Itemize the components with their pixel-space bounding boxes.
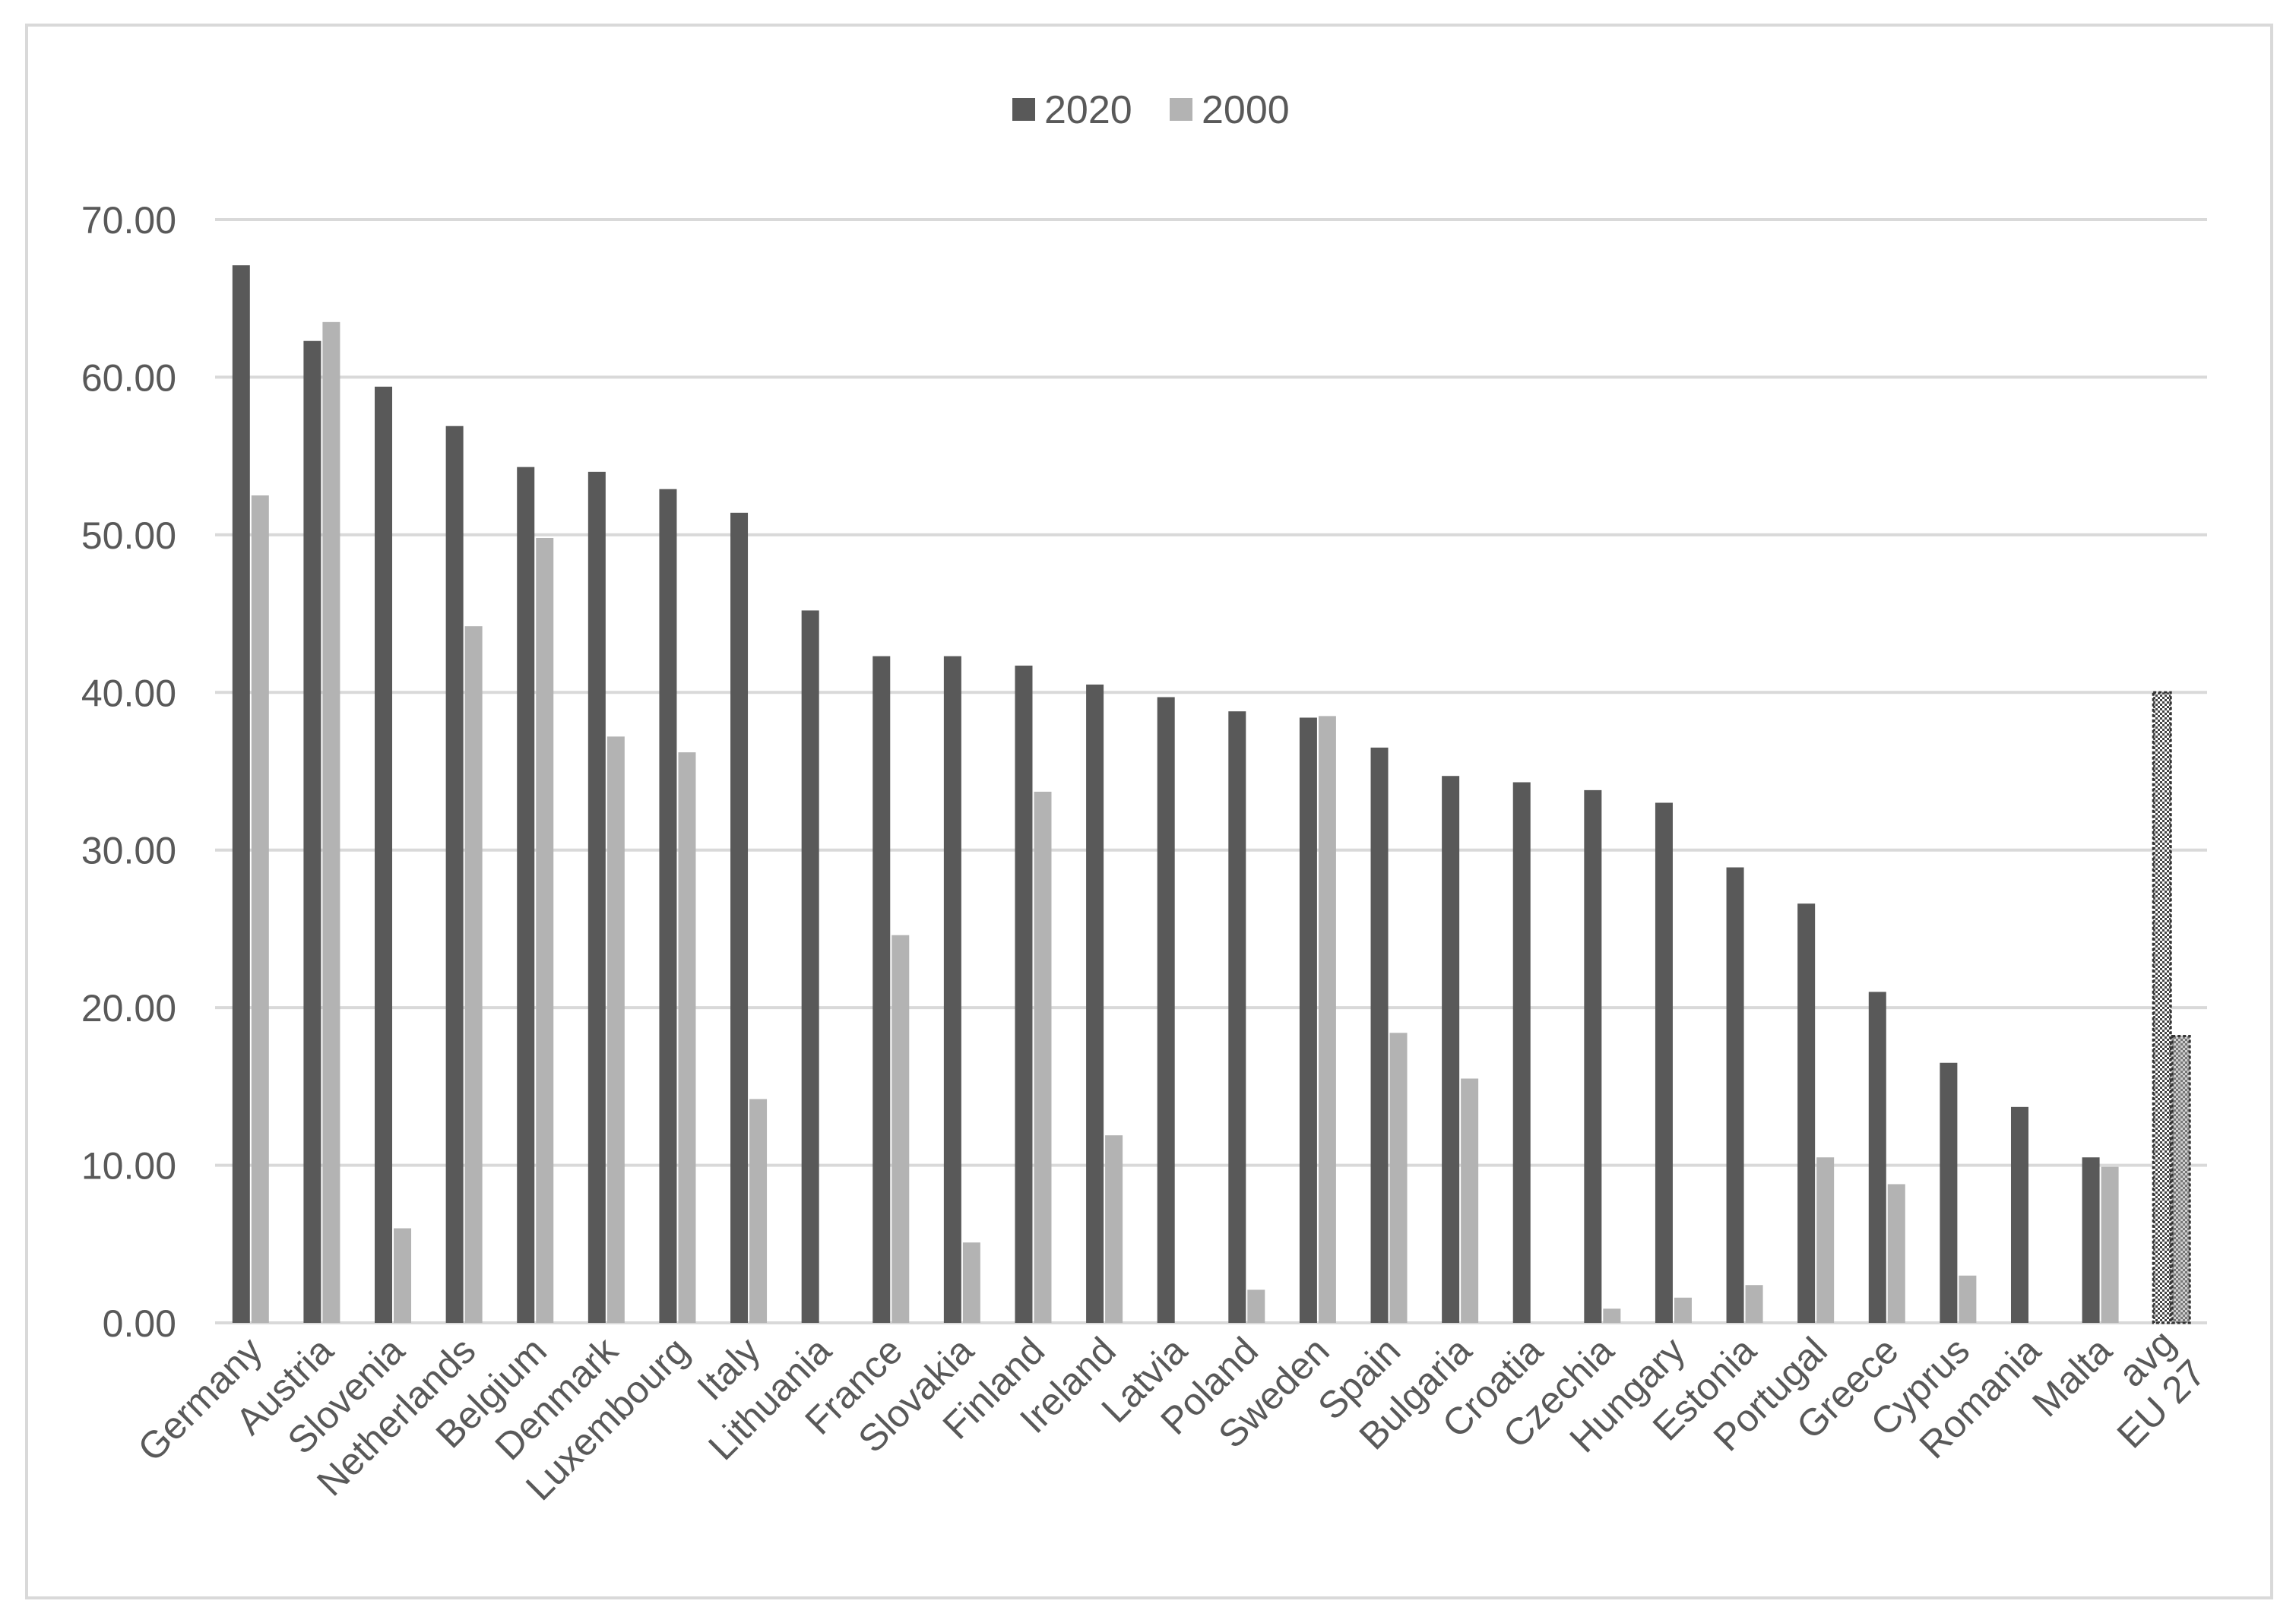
legend: 2020 2000 [1012, 88, 1290, 132]
y-tick-label: 70.00 [81, 199, 176, 242]
bar-2000-czechia [1603, 1308, 1621, 1323]
x-tick-label: Malta [2024, 1329, 2120, 1425]
bar-2000-denmark [606, 736, 625, 1323]
bar-2020-portugal [1797, 903, 1816, 1323]
bar-2000-greece [1887, 1184, 1905, 1323]
chart-frame: 0.00 10.00 20.00 30.00 40.00 50.00 60.00 70.00 … [25, 24, 2273, 1599]
bar-2000-belgium [536, 538, 554, 1323]
bar-2020-avg-eu-27 [2152, 691, 2172, 1324]
legend-label-2020: 2020 [1044, 88, 1132, 132]
y-tick-label: 60.00 [81, 356, 176, 399]
y-tick-label: 40.00 [81, 672, 176, 714]
bar-2020-cyprus [1940, 1062, 1958, 1323]
y-tick-label: 50.00 [81, 514, 176, 557]
bar-2000-ireland [1105, 1135, 1123, 1323]
bar-2020-italy [730, 512, 749, 1323]
bar-2000-slovakia [962, 1242, 980, 1323]
bar-2020-greece [1868, 992, 1886, 1323]
bar-2000-austria [322, 321, 340, 1323]
bar-2020-denmark [587, 471, 606, 1323]
bar-2000-bulgaria [1461, 1078, 1479, 1323]
bar-2020-slovenia [375, 386, 393, 1324]
bar-2020-romania [2010, 1106, 2028, 1323]
grid-lines [215, 218, 2207, 1324]
bar-2020-luxembourg [659, 489, 677, 1323]
bar-2000-hungary [1674, 1297, 1692, 1323]
y-tick-label: 0.00 [103, 1302, 176, 1345]
bar-2020-hungary [1655, 802, 1673, 1323]
bar-2000-portugal [1816, 1157, 1835, 1323]
bar-2020-germany [232, 265, 250, 1323]
legend-label-2000: 2000 [1202, 88, 1290, 132]
bar-2000-spain [1389, 1033, 1408, 1323]
bar-2020-spain [1370, 747, 1389, 1323]
bar-2000-luxembourg [678, 752, 696, 1323]
bar-2020-estonia [1726, 867, 1744, 1323]
x-axis-labels: GermanyAustriaSloveniaNetherlandsBelgium… [130, 1321, 2214, 1508]
y-tick-label: 10.00 [81, 1145, 176, 1188]
bar-2020-belgium [517, 467, 535, 1323]
bar-2020-ireland [1086, 684, 1104, 1323]
legend-swatch-2000 [1170, 98, 1192, 121]
bar-2020-finland [1015, 666, 1033, 1323]
bar-2020-croatia [1512, 782, 1531, 1323]
bar-2020-austria [303, 340, 321, 1324]
bar-2020-france [872, 656, 891, 1323]
bar-2000-netherlands [464, 626, 483, 1323]
bar-2000-germany [251, 495, 269, 1323]
bar-2020-czechia [1584, 789, 1602, 1323]
y-tick-label: 20.00 [81, 987, 176, 1030]
bar-2000-finland [1034, 791, 1052, 1323]
bar-2020-slovakia [943, 656, 961, 1323]
bar-2000-malta [2101, 1166, 2119, 1323]
bar-2000-slovenia [394, 1228, 412, 1323]
bar-2020-latvia [1157, 697, 1175, 1323]
bar-2000-poland [1247, 1289, 1265, 1323]
bar-2020-netherlands [445, 426, 464, 1323]
bar-2020-lithuania [801, 610, 819, 1323]
bars [232, 265, 2191, 1324]
bar-2000-france [891, 935, 910, 1323]
bar-2000-italy [749, 1099, 768, 1323]
legend-swatch-2020 [1012, 98, 1035, 121]
bar-2000-estonia [1745, 1285, 1763, 1323]
y-axis-ticks: 0.00 10.00 20.00 30.00 40.00 50.00 60.00 70.00 [81, 199, 176, 1345]
bar-2020-poland [1228, 711, 1246, 1323]
bar-chart: 0.0010.0020.0030.0040.0050.0060.0070.00 … [81, 88, 2214, 1508]
bar-2020-bulgaria [1442, 776, 1460, 1323]
bar-2020-malta [2082, 1157, 2100, 1323]
bar-2000-cyprus [1959, 1275, 1977, 1323]
y-tick-label: 30.00 [81, 830, 176, 872]
bar-2000-sweden [1318, 716, 1336, 1323]
bar-2000-avg-eu-27 [2171, 1034, 2191, 1324]
bar-2020-sweden [1299, 717, 1317, 1323]
